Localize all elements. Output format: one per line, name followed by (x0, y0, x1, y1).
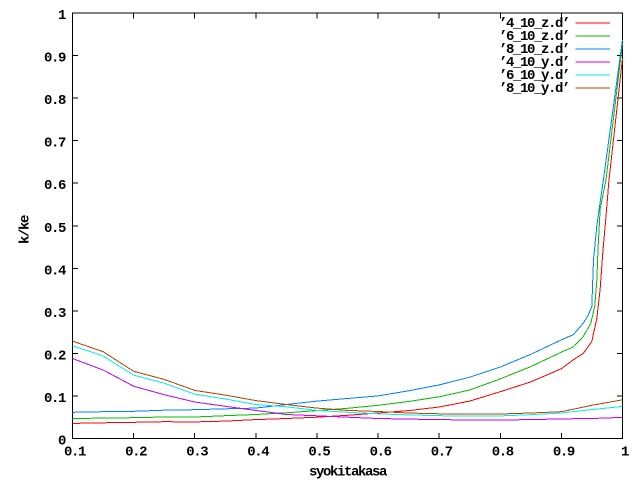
svg-text:0.9: 0.9 (553, 445, 575, 461)
svg-text:0.1: 0.1 (64, 445, 86, 461)
svg-text:’6_10_y.d’: ’6_10_y.d’ (499, 68, 569, 84)
svg-text:’4_10_z.d’: ’4_10_z.d’ (499, 16, 569, 32)
svg-text:’4_10_y.d’: ’4_10_y.d’ (499, 55, 569, 71)
svg-text:0.5: 0.5 (44, 221, 66, 237)
svg-text:k/ke: k/ke (17, 215, 33, 244)
svg-text:0.9: 0.9 (44, 51, 66, 67)
svg-text:0.2: 0.2 (44, 348, 66, 364)
svg-text:0.7: 0.7 (44, 136, 66, 152)
svg-text:0.4: 0.4 (247, 445, 269, 461)
svg-text:0.3: 0.3 (44, 306, 66, 322)
svg-text:0.2: 0.2 (125, 445, 147, 461)
svg-text:’8_10_y.d’: ’8_10_y.d’ (499, 81, 569, 97)
svg-text:0.8: 0.8 (44, 93, 66, 109)
svg-text:0.8: 0.8 (492, 445, 514, 461)
svg-text:syokitakasa: syokitakasa (309, 465, 388, 480)
svg-text:0.6: 0.6 (44, 178, 66, 194)
svg-text:0: 0 (58, 434, 66, 450)
svg-text:0.6: 0.6 (370, 445, 392, 461)
svg-text:’8_10_z.d’: ’8_10_z.d’ (499, 42, 569, 58)
svg-text:’6_10_z.d’: ’6_10_z.d’ (499, 29, 569, 45)
svg-text:1: 1 (58, 8, 66, 24)
svg-text:0.5: 0.5 (308, 445, 330, 461)
svg-text:0.1: 0.1 (44, 391, 66, 407)
svg-text:1: 1 (621, 445, 629, 461)
svg-text:0.4: 0.4 (44, 263, 66, 279)
svg-text:0.3: 0.3 (186, 445, 208, 461)
svg-text:0.7: 0.7 (431, 445, 453, 461)
